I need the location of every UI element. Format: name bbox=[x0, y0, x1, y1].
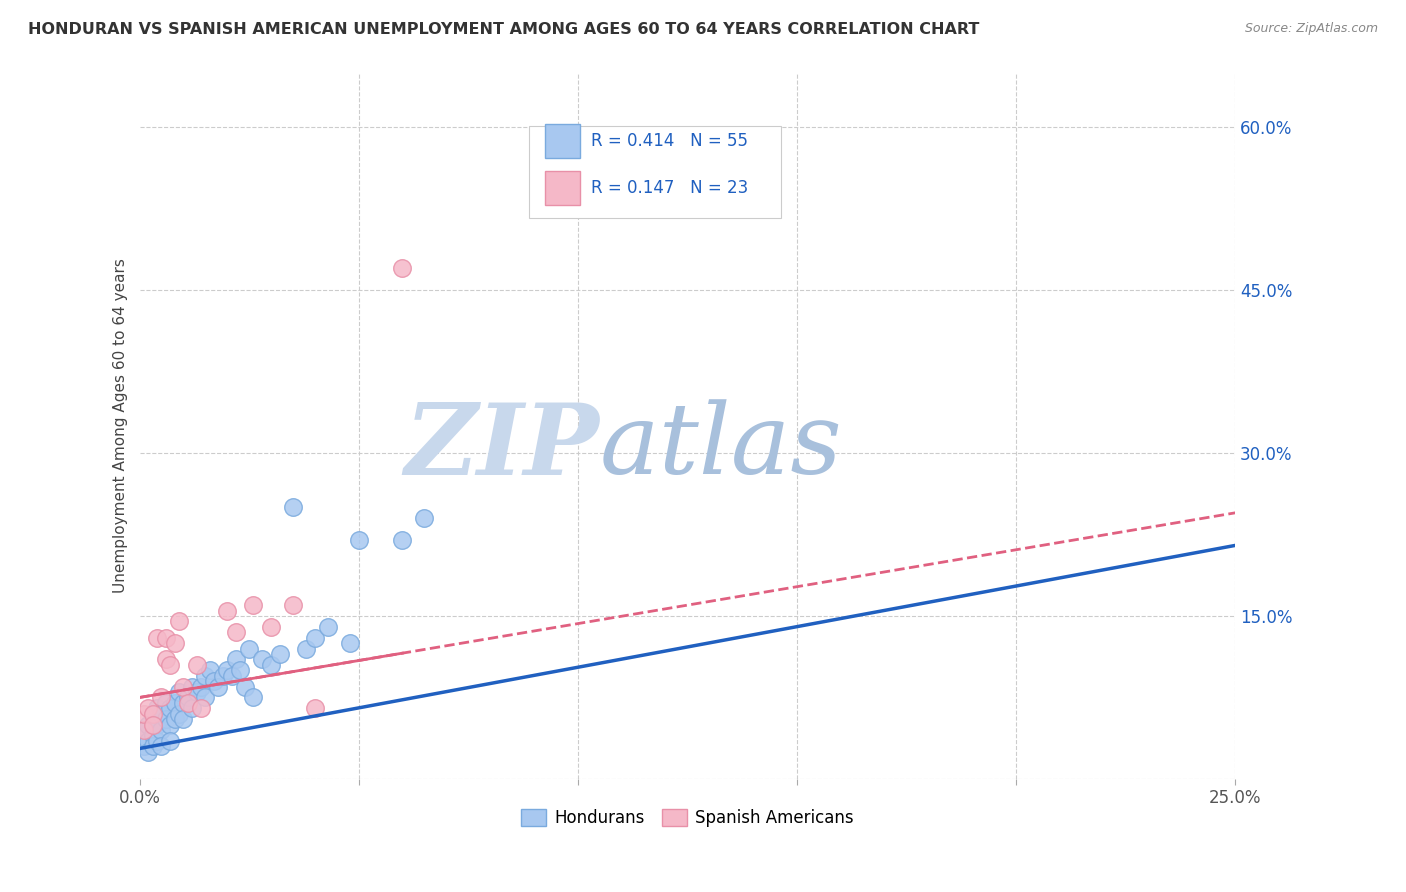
Point bbox=[260, 620, 283, 634]
Point bbox=[186, 685, 208, 699]
Point bbox=[155, 652, 177, 666]
Point bbox=[150, 739, 173, 754]
Point bbox=[172, 696, 194, 710]
Point bbox=[167, 706, 190, 721]
Point bbox=[132, 723, 155, 737]
Point bbox=[198, 663, 221, 677]
Text: ZIP: ZIP bbox=[405, 399, 600, 495]
Point bbox=[163, 636, 186, 650]
Point bbox=[238, 641, 260, 656]
Point bbox=[217, 604, 239, 618]
Point bbox=[190, 680, 212, 694]
Point bbox=[159, 701, 181, 715]
Point bbox=[159, 717, 181, 731]
FancyBboxPatch shape bbox=[546, 171, 581, 205]
Point bbox=[146, 734, 169, 748]
Point bbox=[202, 674, 225, 689]
Point bbox=[295, 641, 318, 656]
Point bbox=[167, 615, 190, 629]
Point bbox=[186, 657, 208, 672]
Point bbox=[142, 739, 165, 754]
Y-axis label: Unemployment Among Ages 60 to 64 years: Unemployment Among Ages 60 to 64 years bbox=[114, 259, 128, 593]
Point bbox=[159, 657, 181, 672]
Point bbox=[146, 717, 169, 731]
Point bbox=[181, 680, 204, 694]
Point bbox=[177, 690, 200, 705]
Point bbox=[150, 706, 173, 721]
Point bbox=[142, 729, 165, 743]
Point bbox=[281, 500, 304, 515]
Point bbox=[163, 696, 186, 710]
Point bbox=[221, 669, 243, 683]
Point bbox=[217, 663, 239, 677]
Point bbox=[233, 680, 256, 694]
Point bbox=[260, 657, 283, 672]
Point bbox=[142, 717, 165, 731]
Point bbox=[146, 631, 169, 645]
Point bbox=[136, 701, 159, 715]
Point bbox=[391, 533, 413, 547]
Point bbox=[136, 717, 159, 731]
Point bbox=[339, 636, 361, 650]
Text: R = 0.414   N = 55: R = 0.414 N = 55 bbox=[591, 132, 748, 150]
Point bbox=[194, 669, 217, 683]
Text: R = 0.147   N = 23: R = 0.147 N = 23 bbox=[591, 179, 748, 197]
Point bbox=[391, 261, 413, 276]
Point bbox=[225, 652, 247, 666]
Point bbox=[211, 669, 233, 683]
Point bbox=[132, 706, 155, 721]
Point bbox=[172, 680, 194, 694]
Point bbox=[150, 723, 173, 737]
Point bbox=[252, 652, 274, 666]
Point bbox=[316, 620, 339, 634]
Point bbox=[242, 690, 264, 705]
Point bbox=[304, 631, 326, 645]
Text: atlas: atlas bbox=[600, 400, 842, 495]
Point bbox=[229, 663, 252, 677]
Point bbox=[142, 706, 165, 721]
Point bbox=[163, 712, 186, 726]
Point bbox=[413, 511, 436, 525]
Point bbox=[159, 734, 181, 748]
Point bbox=[155, 696, 177, 710]
Point bbox=[132, 723, 155, 737]
Point bbox=[142, 706, 165, 721]
Point bbox=[146, 701, 169, 715]
Text: HONDURAN VS SPANISH AMERICAN UNEMPLOYMENT AMONG AGES 60 TO 64 YEARS CORRELATION : HONDURAN VS SPANISH AMERICAN UNEMPLOYMEN… bbox=[28, 22, 980, 37]
FancyBboxPatch shape bbox=[546, 124, 581, 158]
Point bbox=[136, 734, 159, 748]
Point bbox=[194, 690, 217, 705]
Point bbox=[132, 739, 155, 754]
Point bbox=[181, 701, 204, 715]
Point bbox=[190, 701, 212, 715]
Point bbox=[155, 712, 177, 726]
FancyBboxPatch shape bbox=[529, 126, 780, 218]
Point bbox=[207, 680, 229, 694]
Point bbox=[150, 690, 173, 705]
Point bbox=[155, 631, 177, 645]
Text: Source: ZipAtlas.com: Source: ZipAtlas.com bbox=[1244, 22, 1378, 36]
Point bbox=[225, 625, 247, 640]
Point bbox=[304, 701, 326, 715]
Legend: Hondurans, Spanish Americans: Hondurans, Spanish Americans bbox=[515, 803, 860, 834]
Point bbox=[242, 598, 264, 612]
Point bbox=[347, 533, 370, 547]
Point bbox=[136, 745, 159, 759]
Point bbox=[167, 685, 190, 699]
Point bbox=[269, 647, 291, 661]
Point bbox=[177, 696, 200, 710]
Point bbox=[281, 598, 304, 612]
Point bbox=[172, 712, 194, 726]
